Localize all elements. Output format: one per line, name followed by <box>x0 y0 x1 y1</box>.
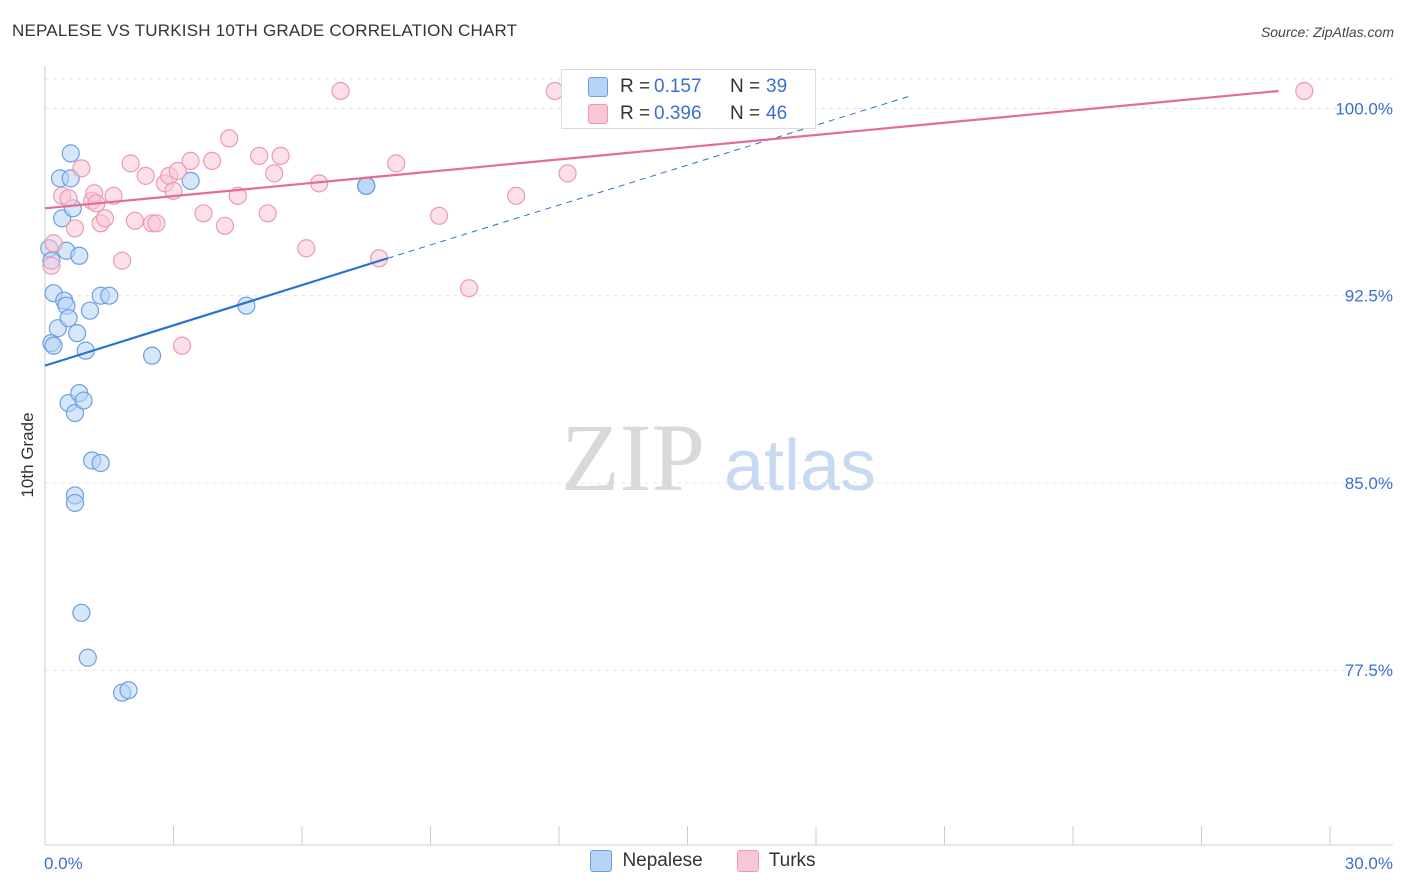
turks-point <box>125 211 145 230</box>
nepalese-point <box>65 403 85 423</box>
turks-point <box>194 204 213 223</box>
nepalese-point <box>59 309 78 328</box>
turks-point <box>297 239 316 258</box>
legend-item-nepalese[interactable]: Nepalese <box>590 850 703 872</box>
nepalese-point <box>65 493 85 513</box>
y-tick-label: 77.5% <box>1345 661 1393 680</box>
nepalese-point <box>357 176 376 195</box>
x-tick-label: 0.0% <box>44 854 83 873</box>
turks-point <box>387 154 406 173</box>
turks-swatch <box>588 103 608 124</box>
source-label: Source: ZipAtlas.com <box>1260 24 1394 40</box>
turks-point <box>136 166 155 185</box>
axes <box>44 66 1393 846</box>
nepalese-point <box>91 453 110 473</box>
turks-point <box>558 164 577 183</box>
nepalese-legend-swatch <box>590 850 613 872</box>
turks-point <box>65 219 85 238</box>
nepalese-point <box>78 648 97 667</box>
y-axis-label: 10th Grade <box>18 412 37 497</box>
turks-point <box>181 151 200 170</box>
trend-lines <box>44 89 1279 367</box>
legend-label-turks: Turks <box>768 850 816 871</box>
series-legend: Nepalese Turks <box>0 850 1406 872</box>
gridlines <box>45 78 1393 671</box>
legend-item-turks[interactable]: Turks <box>736 850 816 872</box>
y-tick-label: 85.0% <box>1345 474 1393 493</box>
turks-point <box>220 129 239 148</box>
turks-point <box>112 251 132 270</box>
tick-labels: 77.5% 85.0% 92.5% 100.0% 0.0% 30.0% <box>44 99 1393 873</box>
turks-point <box>59 189 78 208</box>
nepalese-point <box>68 324 87 343</box>
data-points <box>40 81 1314 702</box>
turks-point <box>250 146 269 165</box>
turks-n-value: 46 <box>766 102 788 124</box>
watermark: ZIP atlas <box>561 404 876 511</box>
turks-point <box>215 216 234 235</box>
turks-r-value: 0.396 <box>654 102 702 124</box>
turks-point <box>44 234 63 253</box>
turks-point <box>331 81 350 101</box>
chart-title: NEPALESE VS TURKISH 10TH GRADE CORRELATI… <box>12 21 518 40</box>
nepalese-point <box>80 301 100 320</box>
turks-point <box>172 336 192 355</box>
turks-point <box>121 154 140 173</box>
nepalese-point <box>100 286 119 305</box>
r-label: R = <box>620 75 651 97</box>
nepalese-swatch <box>588 76 608 97</box>
nepalese-n-value: 39 <box>766 75 788 97</box>
nepalese-point <box>142 346 162 365</box>
turks-legend-swatch <box>736 850 759 872</box>
turks-point <box>168 161 187 180</box>
nepalese-point <box>61 144 80 163</box>
y-tick-label: 92.5% <box>1345 287 1393 306</box>
n-label: N = <box>730 102 761 124</box>
turks-point <box>265 164 284 183</box>
n-label: N = <box>730 75 761 97</box>
r-label: R = <box>620 102 651 124</box>
turks-trend-line <box>44 89 1279 210</box>
x-tick-label: 30.0% <box>1345 854 1393 873</box>
turks-point <box>228 186 247 205</box>
turks-point <box>95 209 115 228</box>
nepalese-trend-line <box>44 257 388 367</box>
turks-point <box>258 204 277 223</box>
turks-point <box>459 279 479 298</box>
turks-point <box>1295 81 1314 101</box>
legend-label-nepalese: Nepalese <box>622 850 703 871</box>
y-tick-label: 100.0% <box>1335 99 1393 118</box>
watermark-zip: ZIP <box>561 404 705 511</box>
nepalese-point <box>72 603 91 622</box>
nepalese-r-value: 0.157 <box>654 75 702 97</box>
turks-point <box>72 159 91 178</box>
turks-point <box>507 186 526 205</box>
turks-point <box>429 206 449 225</box>
turks-point <box>104 186 123 205</box>
nepalese-point <box>70 246 89 265</box>
turks-point <box>202 151 222 170</box>
stats-legend: R = 0.157 N = 39 R = 0.396 N = 46 <box>561 69 816 129</box>
nepalese-point <box>74 391 93 410</box>
turks-point <box>42 256 61 275</box>
nepalese-point <box>181 171 200 190</box>
watermark-atlas: atlas <box>724 426 876 506</box>
nepalese-point <box>44 336 63 355</box>
turks-point <box>147 214 166 233</box>
nepalese-trend-extension <box>387 95 911 259</box>
nepalese-point <box>119 681 138 700</box>
turks-point <box>271 146 290 165</box>
